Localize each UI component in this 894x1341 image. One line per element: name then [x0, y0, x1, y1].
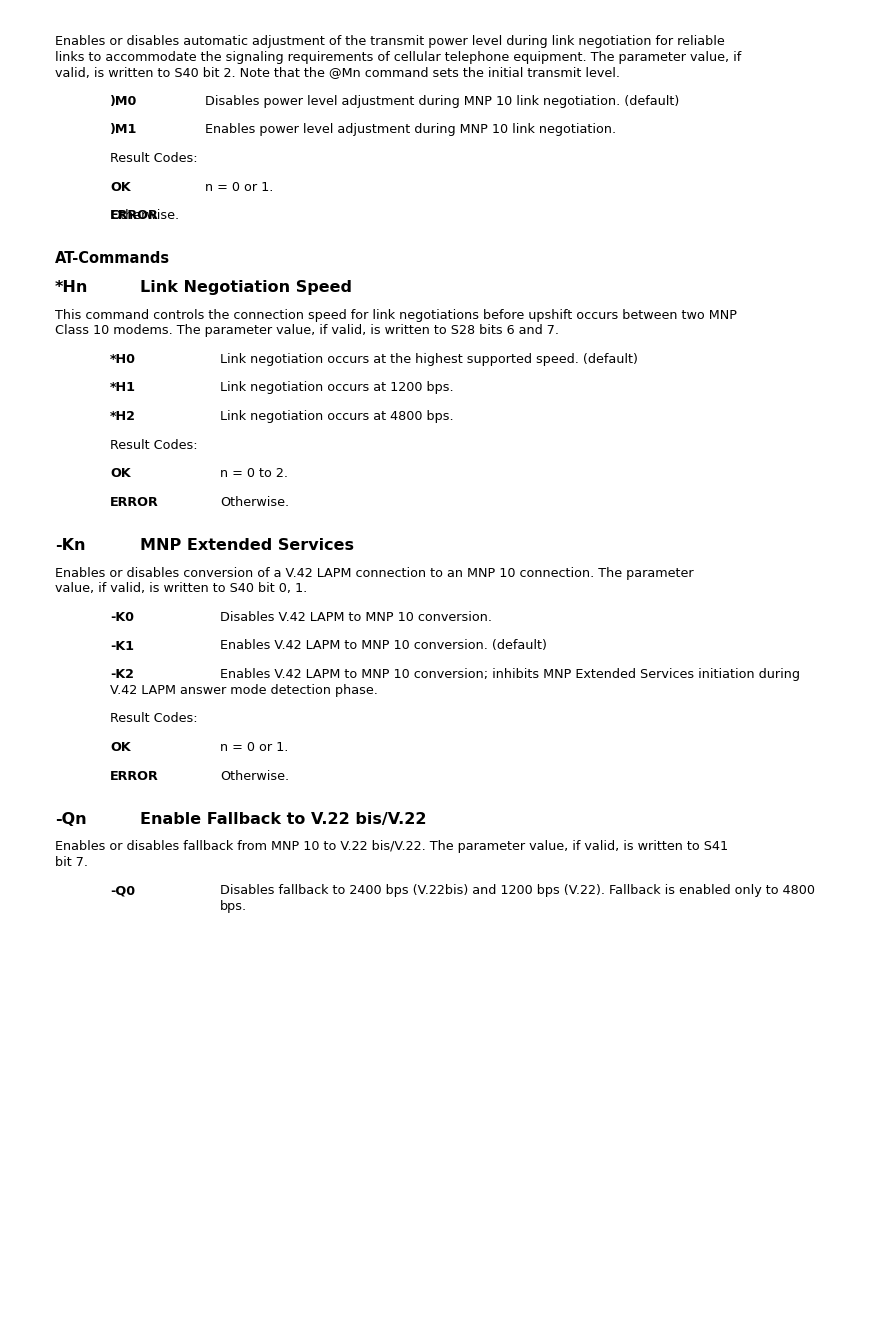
- Text: value, if valid, is written to S40 bit 0, 1.: value, if valid, is written to S40 bit 0…: [55, 582, 308, 595]
- Text: -K1: -K1: [110, 640, 134, 653]
- Text: ERROR: ERROR: [110, 770, 159, 783]
- Text: ERROR: ERROR: [110, 496, 159, 510]
- Text: ERROR: ERROR: [110, 209, 159, 223]
- Text: V.42 LAPM answer mode detection phase.: V.42 LAPM answer mode detection phase.: [110, 684, 378, 697]
- Text: n = 0 or 1.: n = 0 or 1.: [220, 742, 289, 754]
- Text: MNP Extended Services: MNP Extended Services: [140, 538, 354, 552]
- Text: Result Codes:: Result Codes:: [110, 152, 198, 165]
- Text: )M1: )M1: [110, 123, 138, 137]
- Text: This command controls the connection speed for link negotiations before upshift : This command controls the connection spe…: [55, 308, 737, 322]
- Text: )M0: )M0: [110, 95, 138, 107]
- Text: -Qn: -Qn: [55, 811, 87, 826]
- Text: Link Negotiation Speed: Link Negotiation Speed: [140, 280, 352, 295]
- Text: OK: OK: [110, 181, 131, 193]
- Text: -K0: -K0: [110, 610, 134, 624]
- Text: Otherwise.: Otherwise.: [220, 770, 289, 783]
- Text: -Q0: -Q0: [110, 885, 135, 897]
- Text: *Hn: *Hn: [55, 280, 89, 295]
- Text: Result Codes:: Result Codes:: [110, 712, 198, 725]
- Text: Disables V.42 LAPM to MNP 10 conversion.: Disables V.42 LAPM to MNP 10 conversion.: [220, 610, 492, 624]
- Text: Class 10 modems. The parameter value, if valid, is written to S28 bits 6 and 7.: Class 10 modems. The parameter value, if…: [55, 325, 559, 337]
- Text: n = 0 to 2.: n = 0 to 2.: [220, 468, 288, 480]
- Text: Disables fallback to 2400 bps (V.22bis) and 1200 bps (V.22). Fallback is enabled: Disables fallback to 2400 bps (V.22bis) …: [220, 885, 815, 897]
- Text: bps.: bps.: [220, 900, 247, 913]
- Text: Link negotiation occurs at 1200 bps.: Link negotiation occurs at 1200 bps.: [220, 381, 453, 394]
- Text: -Kn: -Kn: [55, 538, 86, 552]
- Text: -K2: -K2: [110, 668, 134, 681]
- Text: Enables or disables automatic adjustment of the transmit power level during link: Enables or disables automatic adjustment…: [55, 35, 725, 48]
- Text: Enable Fallback to V.22 bis/V.22: Enable Fallback to V.22 bis/V.22: [140, 811, 426, 826]
- Text: Enables or disables conversion of a V.42 LAPM connection to an MNP 10 connection: Enables or disables conversion of a V.42…: [55, 567, 694, 579]
- Text: valid, is written to S40 bit 2. Note that the @Mn command sets the initial trans: valid, is written to S40 bit 2. Note tha…: [55, 66, 620, 79]
- Text: Enables V.42 LAPM to MNP 10 conversion; inhibits MNP Extended Services initiatio: Enables V.42 LAPM to MNP 10 conversion; …: [220, 668, 800, 681]
- Text: Otherwise.: Otherwise.: [110, 209, 179, 223]
- Text: *H2: *H2: [110, 410, 136, 424]
- Text: *H0: *H0: [110, 353, 136, 366]
- Text: AT-Commands: AT-Commands: [55, 251, 170, 267]
- Text: Enables power level adjustment during MNP 10 link negotiation.: Enables power level adjustment during MN…: [205, 123, 616, 137]
- Text: Enables or disables fallback from MNP 10 to V.22 bis/V.22. The parameter value, : Enables or disables fallback from MNP 10…: [55, 841, 728, 853]
- Text: *H1: *H1: [110, 381, 136, 394]
- Text: OK: OK: [110, 742, 131, 754]
- Text: Disables power level adjustment during MNP 10 link negotiation. (default): Disables power level adjustment during M…: [205, 95, 679, 107]
- Text: Enables V.42 LAPM to MNP 10 conversion. (default): Enables V.42 LAPM to MNP 10 conversion. …: [220, 640, 547, 653]
- Text: Otherwise.: Otherwise.: [220, 496, 289, 510]
- Text: Result Codes:: Result Codes:: [110, 439, 198, 452]
- Text: bit 7.: bit 7.: [55, 856, 88, 869]
- Text: n = 0 or 1.: n = 0 or 1.: [205, 181, 274, 193]
- Text: links to accommodate the signaling requirements of cellular telephone equipment.: links to accommodate the signaling requi…: [55, 51, 741, 63]
- Text: Link negotiation occurs at the highest supported speed. (default): Link negotiation occurs at the highest s…: [220, 353, 638, 366]
- Text: OK: OK: [110, 468, 131, 480]
- Text: Link negotiation occurs at 4800 bps.: Link negotiation occurs at 4800 bps.: [220, 410, 453, 424]
